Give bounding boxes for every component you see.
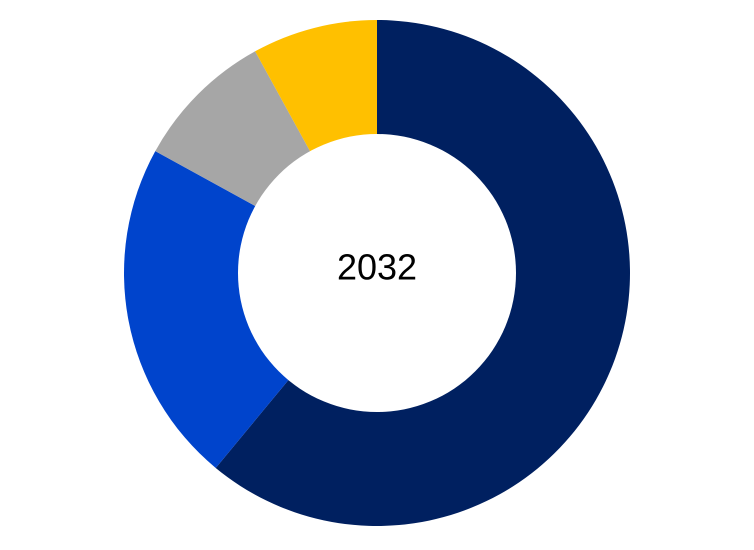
donut-hole — [238, 134, 516, 412]
center-label: 2032 — [337, 247, 417, 288]
